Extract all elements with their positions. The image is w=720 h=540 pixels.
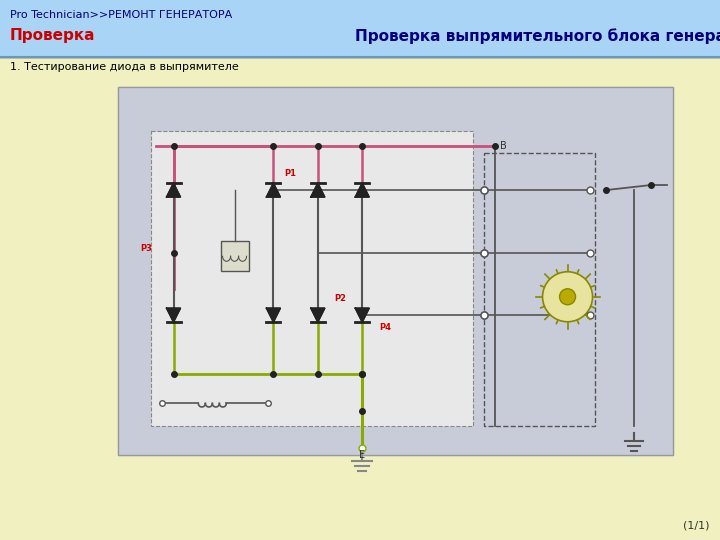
Polygon shape bbox=[311, 308, 325, 322]
Text: E: E bbox=[359, 450, 365, 460]
Text: 1. Тестирование диода в выпрямителе: 1. Тестирование диода в выпрямителе bbox=[10, 62, 239, 72]
Text: P1: P1 bbox=[284, 169, 296, 178]
Polygon shape bbox=[266, 308, 280, 322]
Bar bbox=[118, 87, 673, 455]
Text: P2: P2 bbox=[334, 294, 346, 303]
Bar bbox=[151, 131, 473, 426]
Text: Проверка: Проверка bbox=[10, 28, 96, 43]
Polygon shape bbox=[266, 183, 280, 197]
Text: P3: P3 bbox=[140, 245, 152, 253]
Polygon shape bbox=[311, 183, 325, 197]
Text: B: B bbox=[500, 141, 507, 151]
Polygon shape bbox=[166, 308, 181, 322]
Polygon shape bbox=[355, 183, 369, 197]
Bar bbox=[220, 241, 248, 271]
Text: Проверка выпрямительного блока генератора: Проверка выпрямительного блока генератор… bbox=[355, 28, 720, 44]
Text: (1/1): (1/1) bbox=[683, 520, 710, 530]
Bar bbox=[0, 57, 720, 540]
Polygon shape bbox=[166, 183, 181, 197]
Text: P4: P4 bbox=[379, 323, 391, 332]
Polygon shape bbox=[355, 308, 369, 322]
Circle shape bbox=[543, 272, 593, 322]
Bar bbox=[0, 0, 720, 57]
Bar bbox=[485, 153, 595, 426]
Circle shape bbox=[559, 289, 575, 305]
Text: Pro Technician>>РЕМОНТ ГЕНЕРАТОРА: Pro Technician>>РЕМОНТ ГЕНЕРАТОРА bbox=[10, 10, 233, 20]
Bar bbox=[118, 87, 673, 455]
